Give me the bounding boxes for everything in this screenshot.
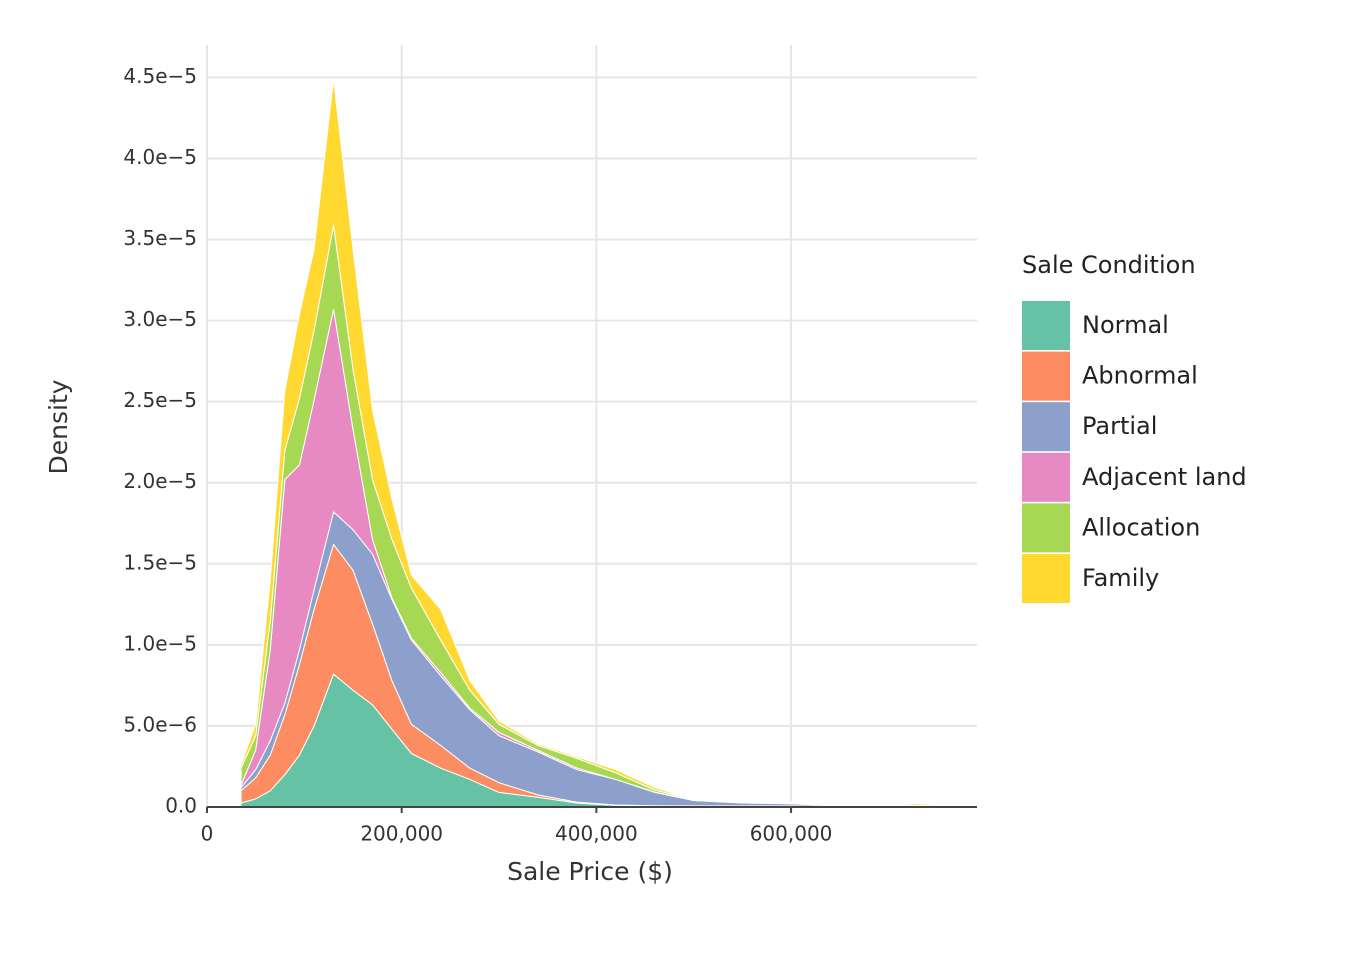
y-tick-label: 3.5e−5 (123, 226, 197, 250)
legend-label: Family (1082, 564, 1159, 592)
x-tick-label: 0 (201, 822, 214, 846)
legend-swatch (1022, 301, 1070, 350)
x-tick-label: 400,000 (555, 822, 638, 846)
y-tick-label: 1.0e−5 (123, 631, 197, 655)
legend-swatch (1022, 351, 1070, 401)
legend-swatch (1022, 503, 1070, 553)
y-tick-label: 3.0e−5 (123, 307, 197, 331)
y-tick-label: 1.5e−5 (123, 550, 197, 574)
legend-label: Adjacent land (1082, 463, 1247, 491)
legend-label: Normal (1082, 311, 1169, 339)
legend-swatch (1022, 452, 1070, 502)
y-tick-label: 4.5e−5 (123, 64, 197, 88)
area (240, 78, 943, 807)
legend-title: Sale Condition (1022, 251, 1196, 279)
legend-label: Partial (1082, 412, 1157, 440)
y-tick-label: 2.0e−5 (123, 469, 197, 493)
y-tick-label: 0.0 (165, 794, 197, 818)
x-axis-title: Sale Price ($) (507, 857, 673, 886)
legend-label: Abnormal (1082, 362, 1198, 390)
y-tick-label: 2.5e−5 (123, 388, 197, 412)
legend-label: Allocation (1082, 513, 1200, 541)
legend-swatch (1022, 554, 1070, 603)
legend-swatch (1022, 402, 1070, 452)
y-tick-label: 5.0e−6 (123, 712, 197, 736)
x-tick-label: 600,000 (750, 822, 833, 846)
y-axis-title: Density (44, 379, 73, 474)
y-tick-label: 4.0e−5 (123, 145, 197, 169)
x-tick-label: 200,000 (360, 822, 443, 846)
